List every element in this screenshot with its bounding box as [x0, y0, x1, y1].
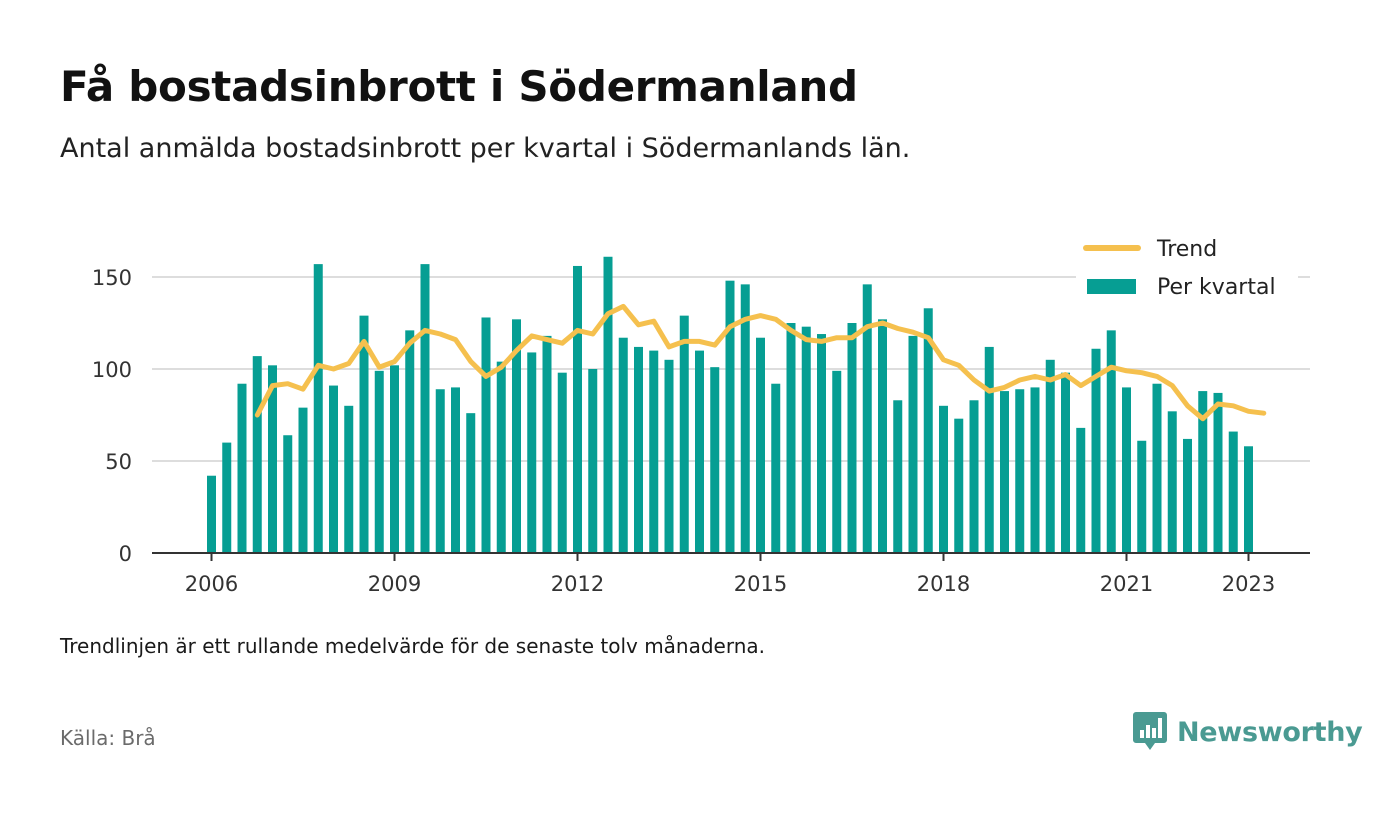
bar [1167, 411, 1177, 553]
legend-label-bars: Per kvartal [1157, 275, 1276, 300]
bar-series [207, 256, 1253, 553]
bar [878, 319, 887, 553]
bar [832, 370, 842, 553]
bar [847, 323, 857, 553]
legend-swatch-bars [1087, 279, 1136, 294]
bar [1213, 392, 1223, 553]
chart: 0 50 100 150 2006 2009 2012 2015 2018 2021 2023 Tr… [91, 230, 1310, 596]
bar [786, 323, 796, 553]
bar [283, 435, 293, 553]
bar [801, 326, 811, 553]
chart-title: Få bostadsinbrott i Södermanland [60, 62, 858, 111]
bar [771, 383, 781, 553]
newsworthy-logo-icon [1133, 712, 1167, 750]
bar [527, 352, 537, 553]
bar [908, 335, 918, 553]
bar [756, 337, 765, 553]
x-tick-label: 2009 [368, 572, 421, 596]
y-tick-label: 0 [119, 542, 132, 566]
bar [1015, 389, 1025, 553]
y-tick-label: 50 [105, 450, 132, 474]
brand-name: Newsworthy [1177, 716, 1363, 748]
y-tick-label: 100 [92, 358, 132, 382]
bar [634, 346, 643, 553]
bar [1183, 438, 1192, 553]
bar [420, 264, 430, 553]
bar [1000, 391, 1009, 553]
bar [222, 442, 232, 553]
bar [923, 308, 933, 553]
bar [1091, 348, 1101, 553]
bar [481, 317, 491, 553]
bar [374, 370, 384, 553]
bar [435, 389, 445, 553]
bar [862, 284, 872, 553]
legend-label-trend: Trend [1156, 237, 1217, 262]
bar [573, 265, 582, 553]
bar [405, 330, 415, 553]
bar [1152, 383, 1162, 553]
bar [1061, 372, 1070, 553]
y-tick-label: 150 [92, 266, 132, 290]
bar [939, 405, 948, 553]
bar [649, 350, 659, 553]
bar [466, 413, 476, 553]
x-tick-label: 2012 [551, 572, 604, 596]
bar [1030, 387, 1040, 553]
x-tick-label: 2023 [1222, 572, 1275, 596]
bar [725, 280, 735, 553]
bar [679, 315, 689, 553]
bar [1076, 427, 1086, 553]
bar [359, 315, 369, 553]
trend-series [254, 303, 1267, 422]
bar [603, 256, 613, 553]
chart-subtitle: Antal anmälda bostadsinbrott per kvartal… [60, 133, 911, 164]
bar [1244, 446, 1253, 553]
bar [512, 319, 521, 553]
bar [557, 372, 567, 553]
bar [344, 405, 354, 553]
bar [313, 264, 323, 553]
bar [252, 356, 262, 553]
bar [984, 346, 994, 553]
bar [298, 407, 308, 553]
bar [496, 361, 506, 553]
bar [695, 350, 704, 553]
bar [268, 365, 277, 553]
source-text: Källa: Brå [60, 726, 156, 750]
x-tick-label: 2015 [734, 572, 787, 596]
bar [588, 369, 598, 553]
bar [969, 400, 979, 553]
bar [1137, 440, 1147, 553]
legend: Trend Per kvartal [1076, 230, 1298, 314]
x-tick-label: 2006 [185, 572, 238, 596]
bar [207, 475, 216, 553]
bar [237, 383, 247, 553]
x-tick-label: 2018 [917, 572, 970, 596]
trend-line [254, 303, 1267, 422]
bar [618, 337, 628, 553]
bar [1106, 330, 1116, 553]
bar [954, 418, 964, 553]
bar [1122, 387, 1131, 553]
brand-logo: Newsworthy [1133, 712, 1363, 752]
bar [329, 385, 338, 553]
bar [893, 400, 903, 553]
bar [1198, 391, 1208, 553]
axes: 0 50 100 150 2006 2009 2012 2015 2018 2021 2023 [92, 266, 1310, 596]
x-tick-label: 2021 [1100, 572, 1153, 596]
bar [1045, 359, 1055, 553]
bar [451, 387, 460, 553]
legend-background [1076, 230, 1298, 314]
bar [390, 365, 399, 553]
bar [817, 334, 826, 553]
chart-note: Trendlinjen är ett rullande medelvärde f… [60, 634, 766, 658]
bar [542, 335, 552, 553]
bar [1228, 431, 1238, 553]
bar [664, 359, 674, 553]
bar [740, 284, 750, 553]
bar [710, 367, 720, 553]
